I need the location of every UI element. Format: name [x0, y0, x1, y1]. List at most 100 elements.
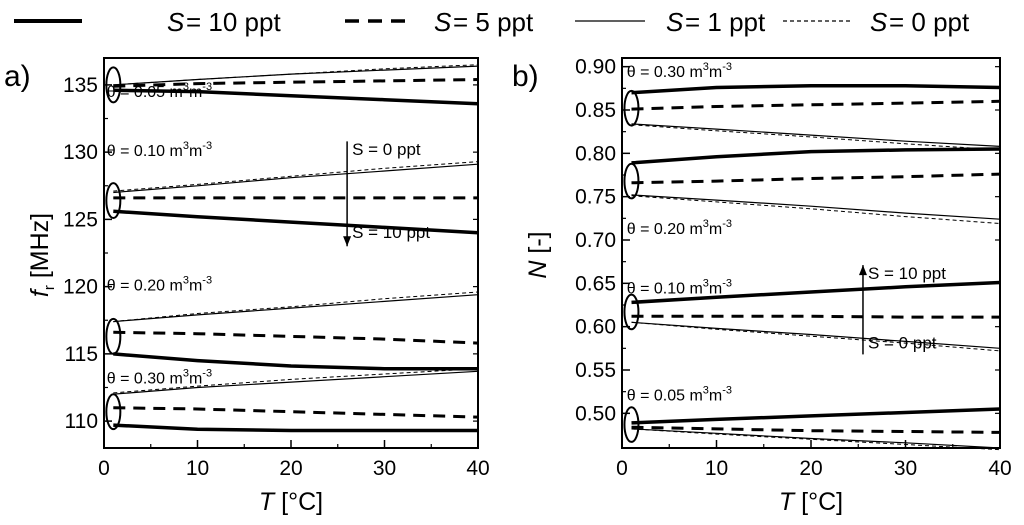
legend-symbol-1ppt: S	[666, 7, 684, 37]
panel-b-y-tick-label: 0.80	[575, 142, 616, 165]
series-line-theta-0.05-s-1ppt	[631, 428, 1001, 449]
legend-label-1ppt: = 1 ppt	[685, 7, 766, 37]
group-ellipse	[105, 182, 122, 220]
series-line-theta-0.20-s-0ppt	[113, 291, 479, 323]
panel-a-x-tick-label: 20	[279, 457, 302, 480]
panel-a-x-tick-label: 30	[373, 457, 396, 480]
panel-a-series	[113, 64, 479, 433]
salinity-arrow-bottom-label: S = 10 ppt	[352, 223, 430, 242]
panel-b-x-axis-label: T [°C]	[779, 488, 843, 516]
group-ellipse	[623, 293, 640, 331]
theta-annotation: θ = 0.20 m3m-3	[627, 218, 732, 238]
panel-b-arrow: S = 10 ppt S = 0 ppt	[858, 264, 946, 355]
theta-annotation: θ = 0.05 m3m-3	[107, 81, 212, 101]
panel-a-y-tick-label: 125	[63, 208, 98, 231]
panel-b-y-tick-label: 0.60	[575, 316, 616, 339]
series-line-theta-0.10-s-0ppt	[113, 161, 479, 192]
panel-b-y-tick-label: 0.65	[575, 272, 616, 295]
series-line-theta-0.30-s-1ppt	[113, 370, 479, 395]
panel-b-y-tick-label: 0.70	[575, 229, 616, 252]
series-line-theta-0.20-s-10ppt	[113, 352, 478, 371]
salinity-arrow-top-label: S = 10 ppt	[868, 264, 946, 283]
panel-b-x-tick-label: 30	[894, 457, 917, 480]
panel-b-x-tick-label: 0	[616, 457, 628, 480]
series-line-theta-0.30-s-5ppt	[631, 99, 1001, 111]
group-ellipse	[623, 89, 640, 127]
series-line-theta-0.10-s-10ppt	[631, 280, 1001, 305]
theta-annotation: θ = 0.05 m3m-3	[627, 384, 732, 404]
theta-annotation: θ = 0.10 m3m-3	[627, 278, 732, 298]
panel-b-y-tick-label: 0.75	[575, 186, 616, 209]
salinity-arrow-top-label: S = 0 ppt	[352, 140, 421, 159]
panel-b-x-tick-label: 20	[799, 457, 822, 480]
series-line-theta-0.20-s-1ppt	[113, 294, 479, 323]
group-ellipse	[105, 393, 122, 431]
series-line-theta-0.30-s-0ppt	[113, 368, 479, 394]
series-line-theta-0.05-s-5ppt	[631, 425, 1001, 434]
series-line-theta-0.30-s-1ppt	[631, 123, 1001, 147]
panel-b: b) 0 10 20 30 40 0.50 0.55 0.60 0.65 0.70 0.75 0.80…	[512, 56, 1012, 516]
panel-a-label: a)	[4, 60, 31, 93]
series-line-theta-0.10-s-5ppt	[631, 314, 1000, 319]
series-line-theta-0.05-s-5ppt	[113, 78, 479, 88]
panel-b-y-axis-label: N [-]	[524, 231, 552, 278]
panel-a-y-tick-label: 120	[63, 276, 98, 299]
group-ellipse	[105, 317, 122, 355]
panel-a-y-tick-label: 130	[63, 141, 98, 164]
legend-label-5ppt: = 5 ppt	[453, 7, 534, 37]
panel-a-x-tick-label: 40	[466, 457, 489, 480]
group-ellipse	[623, 406, 640, 443]
legend-label-0ppt: = 0 ppt	[889, 7, 970, 37]
legend-symbol-5ppt: S	[434, 7, 452, 37]
salinity-arrow-head	[343, 236, 352, 247]
group-ellipse	[623, 162, 640, 200]
panel-b-ellipses	[623, 89, 640, 443]
series-line-theta-0.30-s-10ppt	[113, 423, 478, 433]
panel-a-plot-frame	[103, 57, 479, 449]
panel-a-y-tick-label: 135	[63, 74, 98, 97]
salinity-arrow-bottom-label: S = 0 ppt	[868, 333, 937, 352]
series-line-theta-0.20-s-5ppt	[631, 172, 1001, 185]
series-line-theta-0.30-s-0ppt	[631, 124, 1001, 151]
legend-symbol-10ppt: S	[167, 7, 185, 37]
series-line-theta-0.20-s-0ppt	[631, 195, 1001, 224]
panel-a-annotations: θ = 0.05 m3m-3 θ = 0.10 m3m-3 θ = 0.20 m3m…	[107, 81, 212, 387]
group-ellipse	[105, 66, 122, 104]
salinity-arrow-head	[858, 265, 867, 276]
series-line-theta-0.20-s-10ppt	[631, 147, 1001, 165]
series-line-theta-0.30-s-5ppt	[113, 406, 479, 419]
series-line-theta-0.05-s-0ppt	[631, 428, 1001, 451]
panel-a-ellipses	[105, 66, 122, 431]
panel-a-y-tick-label: 115	[65, 343, 98, 366]
panel-a: a) 0 10 20 30 40 110 115 120 125 130 135 θ = 0.05 …	[4, 57, 490, 516]
series-line-theta-0.05-s-10ppt	[113, 88, 479, 106]
panel-b-ticks: 0 10 20 30 40 0.50 0.55 0.60 0.65 0.70 0.75 0.80 0.8…	[575, 56, 1012, 480]
panel-b-y-tick-label: 0.85	[575, 99, 616, 122]
panel-b-label: b)	[512, 60, 539, 93]
panel-a-y-tick-label: 110	[65, 410, 98, 433]
legend-label-10ppt: = 10 ppt	[186, 7, 281, 37]
series-line-theta-0.10-s-1ppt	[113, 163, 479, 194]
panel-b-y-tick-label: 0.50	[575, 402, 616, 425]
theta-annotation: θ = 0.30 m3m-3	[107, 367, 212, 387]
panel-a-y-axis-label: fr [MHz]	[26, 213, 58, 297]
panel-a-ticks: 0 10 20 30 40 110 115 120 125 130 135	[63, 74, 490, 480]
panel-b-annotations: θ = 0.30 m3m-3 θ = 0.20 m3m-3 θ = 0.10 m3m…	[627, 61, 732, 404]
series-line-theta-0.20-s-1ppt	[631, 194, 1001, 220]
legend: S = 10 ppt S = 5 ppt S = 1 ppt S = 0 ppt	[14, 7, 970, 37]
theta-annotation: θ = 0.20 m3m-3	[107, 275, 212, 295]
series-line-theta-0.05-s-0ppt	[113, 64, 479, 86]
theta-annotation: θ = 0.10 m3m-3	[107, 140, 212, 160]
panel-b-x-tick-label: 10	[705, 457, 728, 480]
series-line-theta-0.05-s-10ppt	[631, 407, 1001, 425]
legend-symbol-0ppt: S	[870, 7, 888, 37]
series-line-theta-0.20-s-5ppt	[113, 330, 479, 345]
series-line-theta-0.10-s-10ppt	[113, 209, 479, 235]
theta-annotation: θ = 0.30 m3m-3	[627, 61, 732, 81]
panel-b-x-tick-label: 40	[988, 457, 1011, 480]
panel-b-y-tick-label: 0.55	[575, 359, 616, 382]
panel-a-x-axis-label: T [°C]	[259, 488, 323, 516]
series-line-theta-0.10-s-0ppt	[631, 321, 1001, 352]
panel-a-arrow: S = 0 ppt S = 10 ppt	[343, 140, 430, 247]
